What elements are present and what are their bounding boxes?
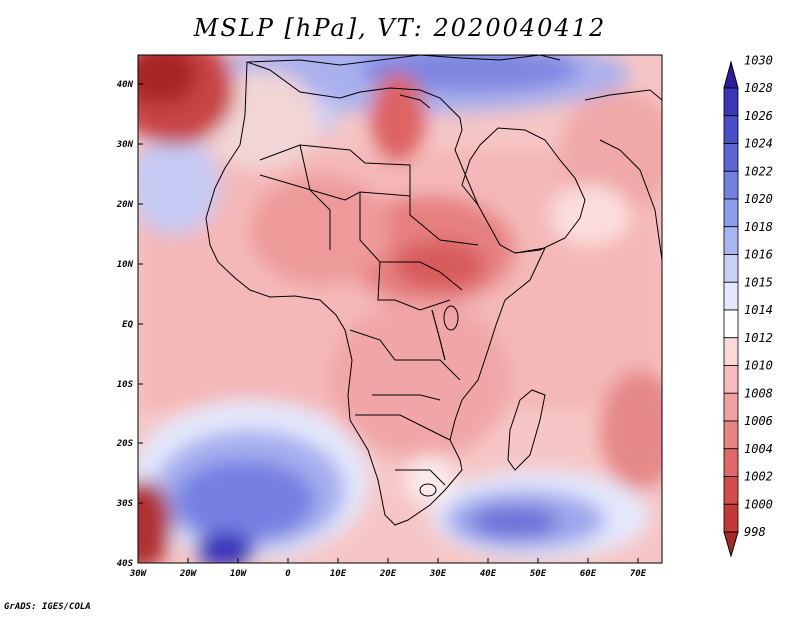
colorbar-bottom-arrow (723, 531, 739, 558)
colorbar-swatch (723, 448, 739, 477)
colorbar-label: 1015 (744, 275, 773, 289)
pressure-field (138, 55, 662, 563)
lon-label: 10W (230, 569, 248, 579)
lon-label: 60E (580, 569, 597, 579)
colorbar-label: 1018 (744, 220, 773, 234)
lat-label: 10N (117, 260, 134, 270)
colorbar-label: 998 (744, 525, 766, 539)
lat-label: 40S (117, 559, 134, 569)
lat-labels: 40N 30N 20N 10N EQ 10S 20S 30S 40S (116, 80, 134, 569)
map-frame (137, 54, 663, 564)
map-title: MSLP [hPa], VT: 2020040412 (193, 14, 607, 42)
lat-label: 30S (116, 499, 134, 509)
colorbar-swatch (723, 143, 739, 172)
lon-label: 40E (480, 569, 497, 579)
colorbar-label: 1014 (744, 303, 773, 317)
lon-label: 50E (530, 569, 547, 579)
lon-label: 70E (630, 569, 647, 579)
lon-label: 10E (330, 569, 347, 579)
lon-label: 20W (179, 569, 198, 579)
lon-labels: 30W 20W 10W 0 10E 20E 30E 40E 50E 60E 70… (129, 569, 647, 579)
colorbar-swatch (723, 254, 739, 283)
lat-label: 20N (116, 200, 134, 210)
lat-label: EQ (122, 320, 133, 330)
lon-label: 30E (429, 569, 447, 579)
colorbar-swatch (723, 503, 739, 533)
colorbar-label: 1024 (744, 137, 773, 151)
colorbar-label: 1000 (744, 497, 773, 511)
colorbar-label: 1006 (744, 414, 773, 428)
colorbar-swatch (723, 170, 739, 200)
colorbar-label: 1008 (744, 386, 773, 400)
lon-label: 0 (285, 569, 291, 579)
lon-label: 20E (379, 569, 397, 579)
colorbar-label: 1020 (744, 192, 773, 206)
lat-label: 40N (117, 80, 134, 90)
colorbar-swatch (723, 87, 739, 117)
colorbar-swatch (723, 337, 739, 366)
colorbar-label: 1004 (744, 442, 773, 456)
colorbar-swatch (723, 420, 739, 450)
colorbar-swatch (723, 226, 739, 255)
colorbar-top-arrow (723, 60, 739, 89)
colorbar-label: 1010 (744, 359, 773, 373)
colorbar-swatch (723, 365, 739, 394)
colorbar-swatch (723, 198, 739, 228)
colorbar-swatch (723, 115, 739, 144)
colorbar-label: 1030 (744, 53, 773, 67)
colorbar-swatch (723, 476, 739, 505)
colorbar-swatch (723, 392, 739, 422)
lat-label: 20S (116, 439, 134, 449)
coastlines (205, 55, 662, 526)
colorbar-label: 1016 (744, 248, 773, 262)
lon-label: 30W (129, 569, 148, 579)
lat-label: 10S (117, 380, 134, 390)
colorbar-label: 1012 (744, 331, 773, 345)
colorbar: 1030 1028 1026 1024 1022 1020 1018 1016 1015 1014… (723, 53, 773, 558)
colorbar-label: 1026 (744, 109, 773, 123)
colorbar-label: 1022 (744, 164, 773, 178)
colorbar-swatch (723, 281, 739, 311)
colorbar-label: 1002 (744, 470, 773, 484)
colorbar-swatch (723, 309, 739, 339)
axis-ticks (137, 83, 639, 564)
colorbar-label: 1028 (744, 81, 773, 95)
lat-label: 30N (116, 140, 134, 150)
grads-credit: GrADS: IGES/COLA (4, 602, 91, 612)
